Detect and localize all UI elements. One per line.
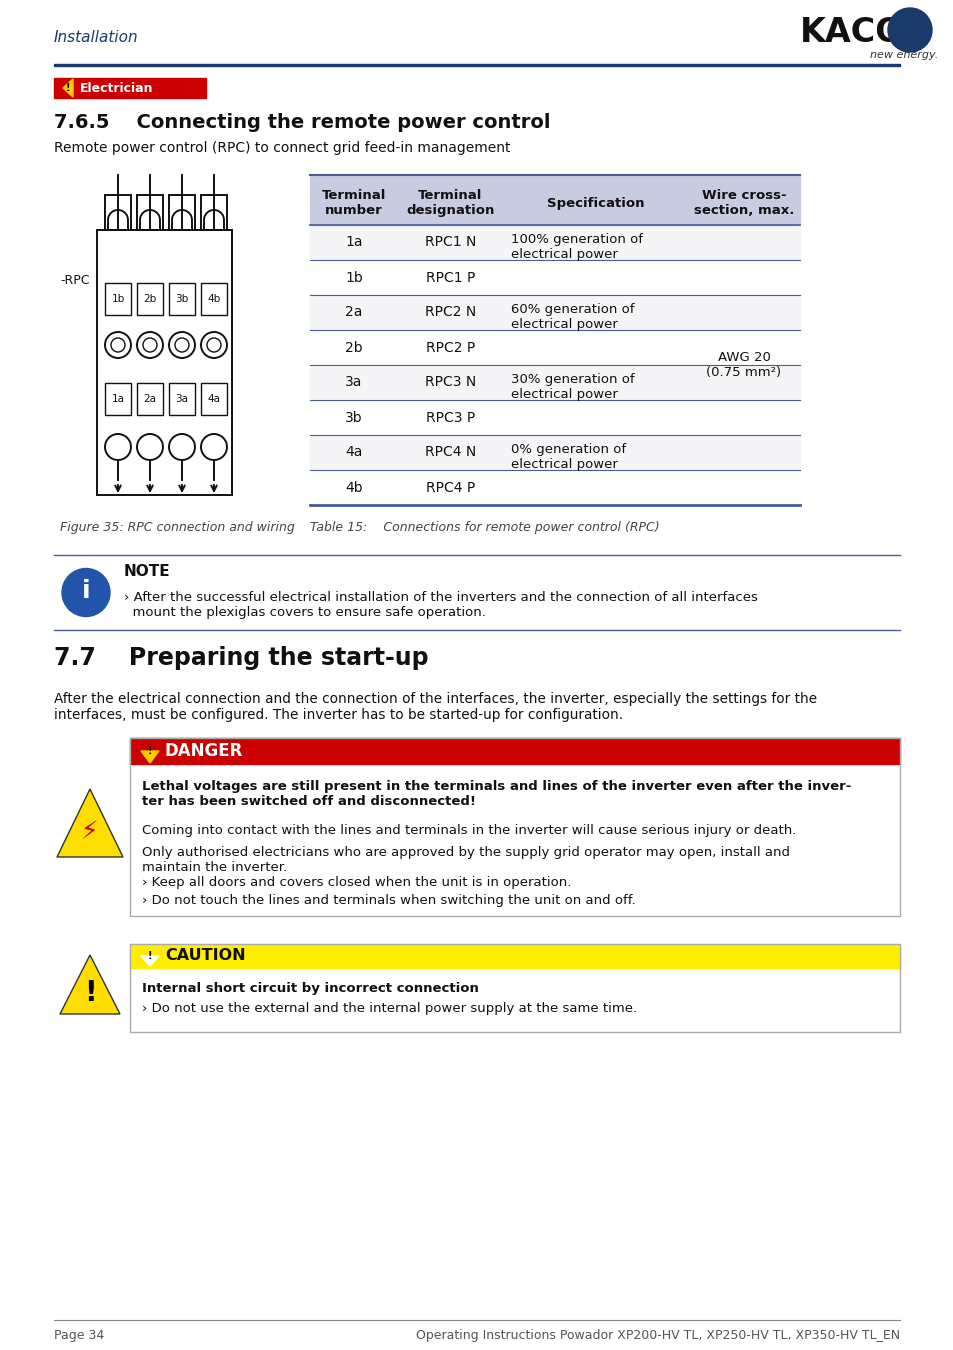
Polygon shape	[141, 751, 159, 763]
Bar	[130, 738, 899, 764]
Text: Operating Instructions Powador XP200-HV TL, XP250-HV TL, XP350-HV TL_EN: Operating Instructions Powador XP200-HV …	[416, 1330, 899, 1342]
Text: DANGER: DANGER	[165, 743, 243, 760]
Text: RPC2 P: RPC2 P	[425, 340, 475, 355]
Bar	[310, 296, 800, 329]
Text: RPC3 P: RPC3 P	[425, 410, 475, 424]
Text: › Do not use the external and the internal power supply at the same time.: › Do not use the external and the intern…	[142, 1002, 637, 1015]
Text: 2a: 2a	[345, 305, 362, 320]
Text: 1b: 1b	[112, 294, 125, 304]
Circle shape	[62, 568, 110, 617]
Text: Only authorised electricians who are approved by the supply grid operator may op: Only authorised electricians who are app…	[142, 846, 789, 873]
Ellipse shape	[887, 8, 931, 53]
Bar	[105, 383, 131, 414]
Text: Table 15:    Connections for remote power control (RPC): Table 15: Connections for remote power c…	[310, 521, 659, 533]
Text: › Keep all doors and covers closed when the unit is in operation.: › Keep all doors and covers closed when …	[142, 876, 571, 890]
Text: 1b: 1b	[345, 270, 362, 285]
Text: -RPC: -RPC	[60, 274, 90, 286]
Text: !: !	[148, 950, 152, 961]
Polygon shape	[57, 788, 123, 857]
Bar	[137, 194, 163, 230]
Text: !: !	[84, 979, 96, 1007]
Text: 100% generation of
electrical power: 100% generation of electrical power	[511, 234, 642, 261]
Text: Terminal
number: Terminal number	[321, 189, 386, 217]
Bar	[105, 194, 131, 230]
Text: 60% generation of
electrical power: 60% generation of electrical power	[511, 302, 634, 331]
Text: 3b: 3b	[175, 294, 189, 304]
Text: 1a: 1a	[345, 235, 362, 250]
Bar	[169, 383, 194, 414]
Text: 4a: 4a	[345, 446, 362, 459]
Bar	[105, 284, 131, 315]
Text: RPC4 P: RPC4 P	[425, 481, 475, 494]
Bar	[201, 383, 227, 414]
Text: Terminal
designation: Terminal designation	[406, 189, 495, 217]
Text: Wire cross-
section, max.: Wire cross- section, max.	[693, 189, 793, 217]
Bar	[169, 194, 194, 230]
Text: Installation: Installation	[54, 31, 138, 46]
Bar	[54, 78, 206, 99]
Text: NOTE: NOTE	[124, 564, 171, 579]
Polygon shape	[141, 956, 159, 967]
Text: 4b: 4b	[345, 481, 362, 494]
Bar	[130, 944, 899, 968]
Text: Page 34: Page 34	[54, 1330, 104, 1342]
Text: Electrician: Electrician	[80, 81, 153, 95]
Text: new energy.: new energy.	[869, 50, 937, 59]
Bar	[97, 230, 232, 495]
Text: 0% generation of
electrical power: 0% generation of electrical power	[511, 443, 625, 471]
Text: 2b: 2b	[143, 294, 156, 304]
Text: › Do not touch the lines and terminals when switching the unit on and off.: › Do not touch the lines and terminals w…	[142, 894, 635, 907]
Bar	[137, 284, 163, 315]
Text: After the electrical connection and the connection of the interfaces, the invert: After the electrical connection and the …	[54, 693, 817, 722]
Text: Figure 35: RPC connection and wiring: Figure 35: RPC connection and wiring	[60, 521, 294, 533]
Bar	[130, 738, 899, 917]
Text: Internal short circuit by incorrect connection: Internal short circuit by incorrect conn…	[142, 981, 478, 995]
Text: Lethal voltages are still present in the terminals and lines of the inverter eve: Lethal voltages are still present in the…	[142, 780, 850, 809]
Text: Specification: Specification	[546, 197, 643, 209]
Text: RPC1 P: RPC1 P	[425, 270, 475, 285]
Text: 7.6.5    Connecting the remote power control: 7.6.5 Connecting the remote power contro…	[54, 112, 550, 131]
Bar	[169, 284, 194, 315]
Text: KACO: KACO	[800, 15, 903, 49]
Text: !: !	[66, 82, 71, 93]
Text: 3a: 3a	[175, 394, 189, 404]
Bar	[201, 194, 227, 230]
Bar	[137, 383, 163, 414]
Text: Remote power control (RPC) to connect grid feed-in management: Remote power control (RPC) to connect gr…	[54, 140, 510, 155]
Bar	[310, 470, 800, 505]
Text: RPC1 N: RPC1 N	[424, 235, 476, 250]
Text: ⚡: ⚡	[81, 819, 99, 844]
Text: 7.7    Preparing the start-up: 7.7 Preparing the start-up	[54, 647, 428, 670]
Text: !: !	[148, 747, 152, 756]
Bar	[201, 284, 227, 315]
Text: RPC3 N: RPC3 N	[424, 375, 476, 390]
Text: AWG 20
(0.75 mm²): AWG 20 (0.75 mm²)	[706, 351, 781, 379]
Polygon shape	[60, 954, 120, 1014]
Polygon shape	[63, 80, 73, 97]
Bar	[310, 435, 800, 470]
Bar	[310, 329, 800, 364]
Text: 3a: 3a	[345, 375, 362, 390]
Text: 4b: 4b	[207, 294, 220, 304]
Text: RPC4 N: RPC4 N	[424, 446, 476, 459]
Text: Coming into contact with the lines and terminals in the inverter will cause seri: Coming into contact with the lines and t…	[142, 824, 796, 837]
Bar	[310, 261, 800, 296]
Text: 2a: 2a	[143, 394, 156, 404]
Text: 30% generation of
electrical power: 30% generation of electrical power	[511, 373, 634, 401]
Bar	[310, 364, 800, 400]
Text: 1a: 1a	[112, 394, 125, 404]
Text: i: i	[82, 579, 91, 602]
Text: CAUTION: CAUTION	[165, 949, 245, 964]
Bar	[310, 225, 800, 261]
Bar	[310, 176, 800, 225]
Bar	[54, 63, 899, 66]
Text: 3b: 3b	[345, 410, 362, 424]
Text: › After the successful electrical installation of the inverters and the connecti: › After the successful electrical instal…	[124, 591, 757, 620]
Text: 2b: 2b	[345, 340, 362, 355]
Text: RPC2 N: RPC2 N	[424, 305, 476, 320]
Bar	[130, 944, 899, 1031]
Text: 4a: 4a	[208, 394, 220, 404]
Bar	[310, 400, 800, 435]
